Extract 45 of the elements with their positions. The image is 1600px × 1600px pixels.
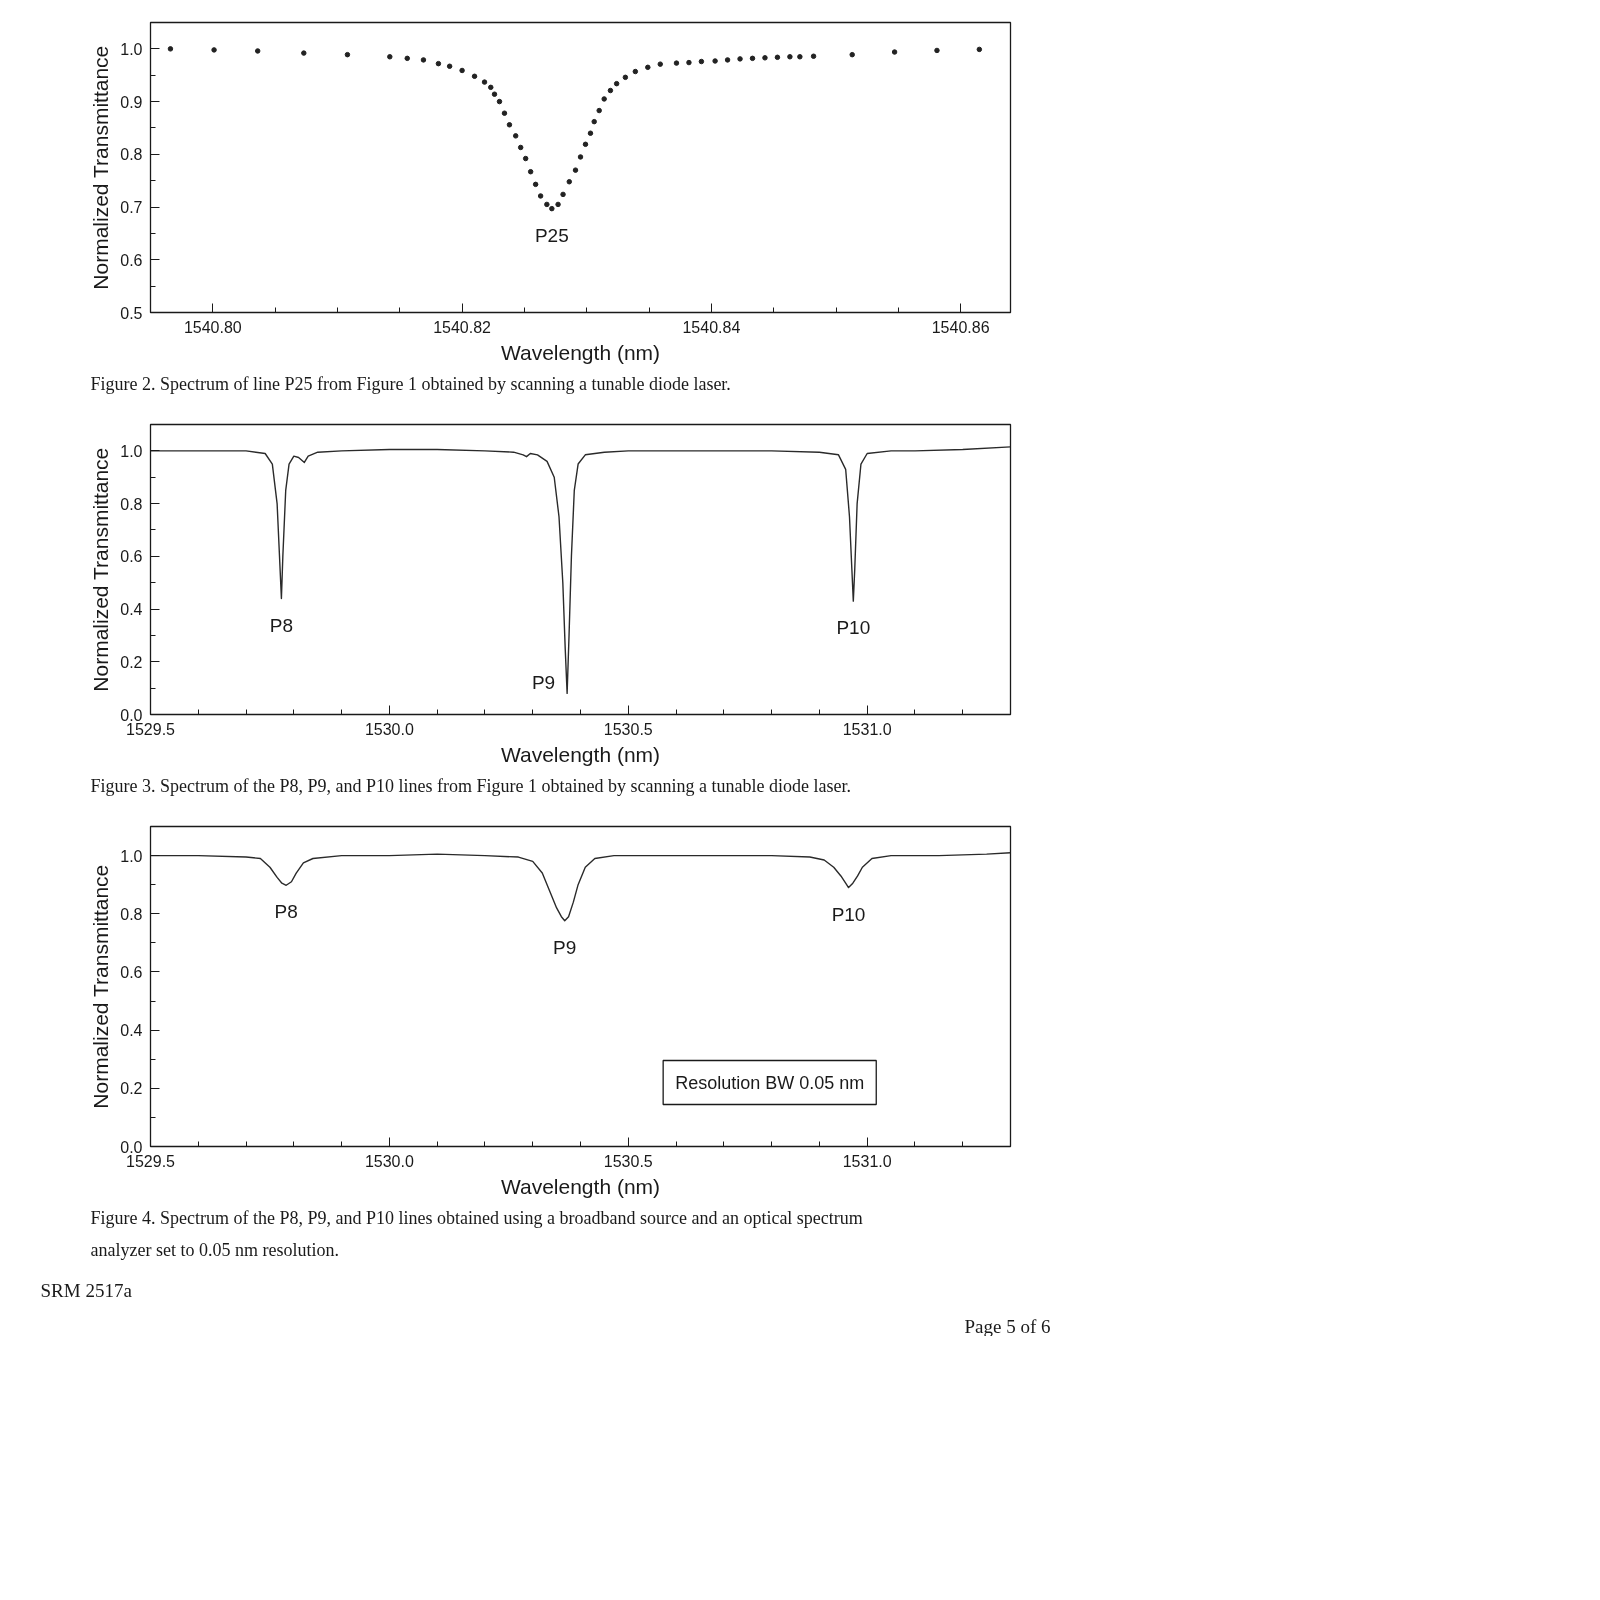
y-tick-label: 0.8	[120, 495, 143, 513]
x-tick-label: 1540.82	[433, 318, 492, 336]
y-tick-label: 0.8	[120, 905, 143, 923]
x-tick-label: 1540.80	[183, 318, 242, 336]
y-tick-label: 0.6	[120, 963, 143, 981]
y-tick-label: 0.4	[120, 601, 143, 619]
x-tick-label: 1540.86	[931, 318, 990, 336]
caption: Figure 4. Spectrum of the P8, P9, and P10 lines obtained using a broadband source and an optical spectrum analyzer set to 0.05 nm resolution.	[90, 1207, 863, 1260]
annotation: P10	[831, 903, 866, 925]
caption: Figure 3. Spectrum of the P8, P9, and P10 lines from Figure 1 obtained by scanning a tunable diode laser.	[90, 775, 851, 796]
annotation: Resolution BW 0.05 nm	[675, 1072, 865, 1093]
x-axis-title: Wavelength (nm)	[500, 742, 661, 766]
y-tick-label: 0.6	[120, 251, 143, 269]
x-tick-label: 1530.5	[603, 720, 653, 738]
annotation: P8	[274, 901, 298, 923]
y-axis-title: Normalized Transmittance	[89, 45, 113, 290]
x-tick-label: 1530.5	[603, 1152, 653, 1170]
y-tick-label: 0.8	[120, 146, 143, 164]
annotation: P9	[553, 936, 577, 958]
y-axis-title: Normalized Transmittance	[89, 864, 113, 1109]
x-axis-title: Wavelength (nm)	[500, 340, 661, 364]
text: Page 5 of 6	[964, 1315, 1051, 1337]
y-tick-label: 0.4	[120, 1022, 143, 1040]
y-tick-label: 0.2	[120, 653, 143, 671]
x-tick-label: 1530.0	[364, 720, 414, 738]
caption: Figure 2. Spectrum of line P25 from Figure 1 obtained by scanning a tunable diode laser.	[90, 373, 731, 394]
y-tick-label: 0.5	[120, 304, 143, 322]
x-tick-label: 1531.0	[842, 720, 892, 738]
y-tick-label: 1.0	[120, 40, 143, 58]
y-tick-label: 0.2	[120, 1080, 143, 1098]
y-tick-label: 0.6	[120, 548, 143, 566]
y-tick-label: 0.9	[120, 93, 143, 111]
x-axis-title: Wavelength (nm)	[500, 1174, 661, 1198]
y-tick-label: 0.7	[120, 199, 143, 217]
x-tick-label: 1530.0	[364, 1152, 414, 1170]
y-tick-label: 1.0	[120, 442, 143, 460]
y-tick-label: 1.0	[120, 847, 143, 865]
x-tick-label: 1531.0	[842, 1152, 892, 1170]
annotation: P10	[836, 617, 871, 639]
y-axis-title: Normalized Transmittance	[89, 447, 113, 692]
annotation: P25	[534, 224, 569, 246]
annotation: P8	[269, 614, 294, 636]
text: SRM 2517a	[40, 1279, 133, 1301]
x-tick-label: 1540.84	[682, 318, 741, 336]
annotation: P9	[531, 672, 556, 694]
